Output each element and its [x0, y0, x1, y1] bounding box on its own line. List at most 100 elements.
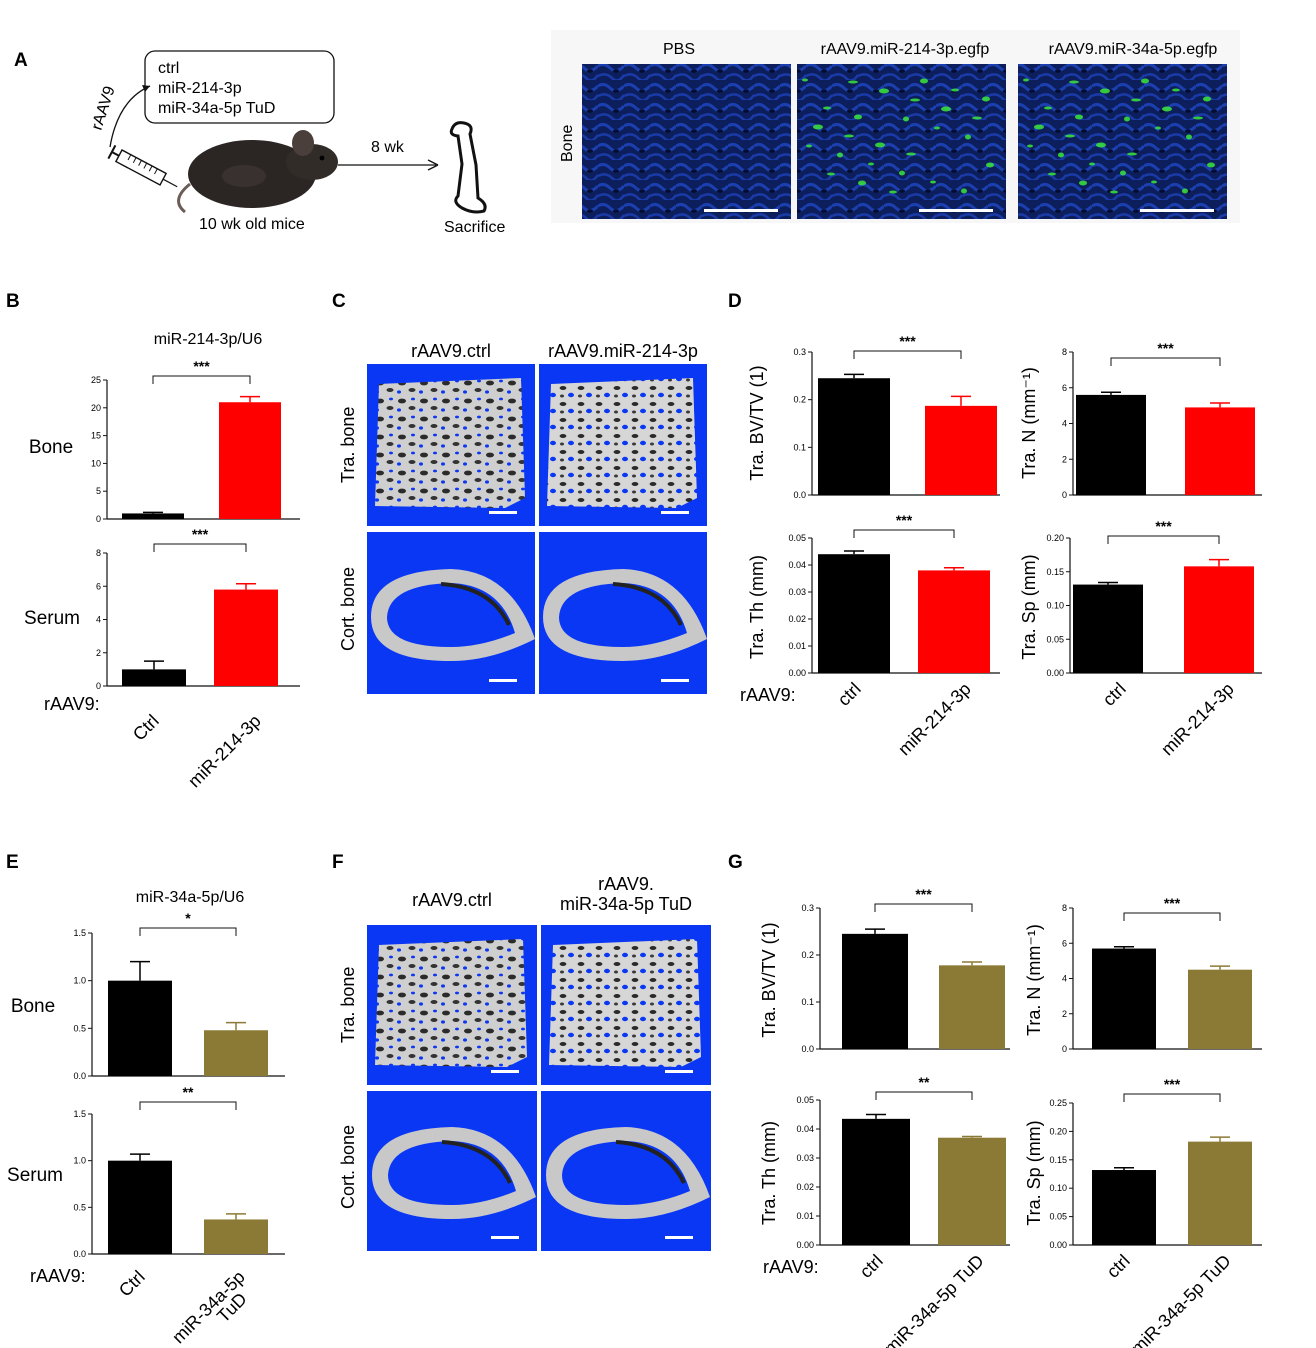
egfp-signal	[986, 162, 994, 168]
panelF-marrow-cavity	[388, 1141, 516, 1205]
egfp-signal	[1120, 170, 1126, 176]
egfp-signal	[972, 116, 982, 120]
G_n-y-tick-label: 8	[1062, 903, 1067, 913]
panelC-marrow-cavity	[387, 583, 515, 647]
egfp-signal	[1034, 124, 1044, 130]
egfp-signal	[934, 126, 940, 130]
scale-bar	[665, 1236, 693, 1239]
egfp-signal	[813, 124, 823, 130]
egfp-signal	[906, 152, 916, 156]
G_bvtv-y-tick-label: 0.2	[801, 950, 814, 960]
B_bone-bar-1	[219, 402, 281, 519]
egfp-signal	[844, 134, 854, 138]
endpoint-label: Sacrifice	[444, 219, 505, 236]
egfp-signal	[1069, 80, 1079, 84]
scale-bar	[665, 1070, 693, 1073]
B_serum-significance-label: ***	[192, 526, 209, 542]
D_n-significance-label: ***	[1157, 340, 1174, 356]
timeline-arrowhead	[427, 159, 439, 171]
B_serum-bar-1	[214, 589, 278, 686]
egfp-signal	[1058, 152, 1064, 158]
scale-bar	[489, 679, 517, 682]
G_th-y-tick-label: 0.04	[796, 1124, 814, 1134]
syringe-plunger	[111, 151, 120, 157]
G_bvtv-bar-0	[842, 933, 908, 1049]
panelC-col-title-0: rAAV9.ctrl	[411, 341, 491, 361]
panelC-marrow-cavity	[559, 583, 687, 647]
egfp-signal	[1100, 88, 1110, 94]
D_sp-y-tick-label: 0.10	[1046, 601, 1064, 611]
egfp-signal	[827, 172, 835, 176]
B_serum-y-tick-label: 4	[96, 615, 101, 625]
D_th-y-tick-label: 0.00	[788, 668, 806, 678]
G_sp-bar-1	[1188, 1141, 1252, 1245]
panelF-letter: F	[332, 852, 344, 873]
egfp-signal	[854, 114, 862, 120]
panelB-category-0: Ctrl	[129, 711, 163, 745]
egfp-signal	[879, 88, 889, 94]
egfp-signal	[982, 96, 990, 102]
egfp-signal	[1048, 172, 1056, 176]
egfp-signal	[1182, 188, 1188, 194]
G_sp-bar-0	[1092, 1170, 1156, 1245]
mouse-image	[177, 130, 338, 214]
syringe-plunger-end	[107, 144, 117, 160]
mouse-tail	[177, 182, 191, 214]
D_n-y-tick-label: 8	[1062, 347, 1067, 357]
panelC-letter: C	[332, 291, 346, 312]
G_n-significance-bracket	[1123, 912, 1221, 921]
egfp-signal	[1162, 106, 1172, 112]
panelB-title: miR-214-3p/U6	[154, 331, 263, 348]
egfp-signal	[1193, 116, 1203, 120]
D_bvtv-ylabel: Tra. BV/TV (1)	[747, 365, 767, 480]
egfp-signal	[868, 162, 874, 166]
G_sp-y-tick-label: 0.00	[1049, 1240, 1067, 1250]
egfp-signal	[1023, 78, 1029, 82]
egfp-signal	[858, 180, 866, 186]
D_n-y-tick-label: 2	[1062, 454, 1067, 464]
D_th-y-tick-label: 0.05	[788, 533, 806, 543]
E_bone-bar-0	[108, 980, 172, 1076]
image-title-0: PBS	[663, 41, 695, 58]
D_th-significance-bracket	[853, 529, 955, 538]
B_bone-significance-label: ***	[193, 358, 210, 374]
G_th-y-tick-label: 0.02	[796, 1182, 814, 1192]
D_th-y-tick-label: 0.04	[788, 560, 806, 570]
scale-bar	[661, 679, 689, 682]
G_sp-y-tick-label: 0.15	[1049, 1155, 1067, 1165]
egfp-signal	[1186, 134, 1192, 140]
syringe-needle	[162, 178, 178, 188]
G_n-bar-1	[1188, 969, 1252, 1049]
D_bvtv-y-tick-label: 0.3	[793, 347, 806, 357]
D_n-significance-bracket	[1110, 357, 1221, 366]
G_n-significance-label: ***	[1164, 895, 1181, 911]
panelG-category-1: miR-34a-5p TuD	[880, 1251, 988, 1348]
image-title-1: rAAV9.miR-214-3p.egfp	[821, 41, 990, 58]
E_serum-y-tick-label: 1.5	[73, 1109, 86, 1119]
G_bvtv-y-tick-label: 0.1	[801, 997, 814, 1007]
G_bvtv-y-tick-label: 0.0	[801, 1044, 814, 1054]
egfp-signal	[910, 98, 920, 102]
D_th-y-tick-label: 0.01	[788, 641, 806, 651]
egfp-signal	[1141, 78, 1149, 84]
bone-outline	[449, 121, 487, 214]
egfp-signal	[889, 190, 897, 194]
panelG-vector-label: rAAV9:	[763, 1257, 819, 1277]
G_bvtv-bar-1	[939, 965, 1005, 1049]
G_n-y-tick-label: 0	[1062, 1044, 1067, 1054]
egfp-signal	[1089, 162, 1095, 166]
egfp-signal	[941, 106, 951, 112]
B_bone-y-tick-label: 20	[91, 403, 101, 413]
D_n-y-tick-label: 6	[1062, 383, 1067, 393]
B_serum-ylabel: Serum	[24, 608, 80, 629]
D_sp-bar-1	[1184, 566, 1254, 673]
D_sp-y-tick-label: 0.00	[1046, 668, 1064, 678]
scale-bar	[661, 511, 689, 514]
G_bvtv-ylabel: Tra. BV/TV (1)	[759, 922, 779, 1037]
G_th-significance-bracket	[875, 1091, 973, 1100]
D_sp-ylabel: Tra. Sp (mm)	[1019, 554, 1039, 659]
panelB-letter: B	[6, 291, 20, 312]
B_serum-y-tick-label: 6	[96, 581, 101, 591]
egfp-signal	[1207, 162, 1215, 168]
